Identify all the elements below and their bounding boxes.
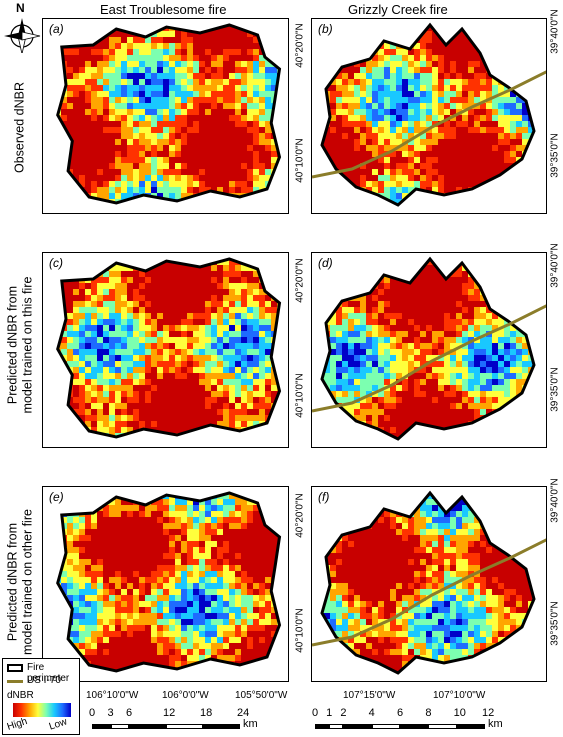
scale-unit-right: km [488,718,503,730]
lat-label: 40°20'0"N [294,258,306,303]
panel-label: (c) [49,256,63,270]
scale-segment [343,724,372,729]
map-panel-a: (a) [42,18,289,214]
left-column-title: East Troublesome fire [100,2,227,17]
north-label: N [16,1,25,15]
row-label-predicted-other: Predicted dNBR from model trained on oth… [6,495,36,670]
scale-bar-left: 0 3 6 12 18 24 [89,706,249,734]
panel-label: (e) [49,490,64,504]
panel-label: (a) [49,22,64,36]
lat-label: 39°35'0"N [549,133,561,178]
us-i70-highway [312,304,546,413]
row-label-line: model trained on other fire [20,509,35,655]
scale-segment [129,724,166,729]
scale-tick-label: 6 [126,707,133,719]
row-label-line: Observed dNBR [12,82,27,174]
map-panel-e: (e) [42,486,289,682]
scale-tick-label: 12 [163,707,176,719]
lon-label: 107°15'0"W [343,690,396,701]
scale-segment [203,724,240,729]
scale-tick-label: 6 [397,707,404,719]
row-label-line: Predicted dNBR from [5,522,20,642]
scale-segment [329,724,344,729]
lat-label: 39°40'0"N [549,243,561,288]
map-panel-d: (d) [311,252,547,448]
scale-tick-label: 3 [107,707,114,719]
scale-tick-label: 4 [368,707,375,719]
north-arrow-icon: N [3,1,41,55]
lat-label: 40°20'0"N [294,493,306,538]
scale-segment [371,724,400,729]
lat-label: 39°35'0"N [549,367,561,412]
row-label-observed: Observed dNBR [13,53,28,203]
legend-highway-label: US I-70 [27,675,61,686]
scale-segment [428,724,457,729]
map-panel-b: (b) [311,18,547,214]
us-i70-highway [312,70,546,179]
row-label-predicted-this: Predicted dNBR from model trained on thi… [6,258,36,433]
scale-segment [92,724,111,729]
panel-label: (f) [318,490,330,504]
lat-label: 39°40'0"N [549,478,561,523]
scale-tick-label: 0 [312,707,319,719]
fire-perimeter [320,22,536,207]
lat-label: 40°10'0"N [294,373,306,418]
scale-tick-label: 1 [326,707,333,719]
scale-segment [456,724,485,729]
legend-perimeter-label: Fire perimeter [27,662,70,684]
us-i70-highway [312,538,546,647]
row-label-line: model trained on this fire [20,276,35,414]
lat-label: 39°35'0"N [549,601,561,646]
lon-label: 106°10'0"W [86,690,139,701]
lat-label: 40°10'0"N [294,608,306,653]
scale-segment [166,724,203,729]
lon-label: 105°50'0"W [235,690,288,701]
fire-perimeter [56,491,282,673]
scale-tick-label: 10 [453,707,466,719]
panel-label: (b) [318,22,333,36]
map-panel-c: (c) [42,252,289,448]
scale-tick-label: 0 [89,707,96,719]
highway-swatch [7,680,23,683]
fire-perimeter [320,490,536,675]
perimeter-swatch [7,664,23,672]
fire-perimeter [320,256,536,441]
scale-bar-right: 0 1 2 4 6 8 10 12 [312,706,494,734]
row-label-line: Predicted dNBR from [5,285,20,405]
scale-segment [400,724,429,729]
scale-tick-label: 12 [482,707,495,719]
lon-label: 106°0'0"W [162,690,209,701]
map-legend: Fire perimeter US I-70 dNBR High Low [2,658,80,735]
fire-perimeter [56,23,282,205]
dnbr-color-ramp [13,703,71,717]
scale-tick-label: 2 [340,707,347,719]
scale-unit-left: km [243,718,258,730]
scale-tick-label: 24 [237,707,250,719]
map-panel-f: (f) [311,486,547,682]
right-column-title: Grizzly Creek fire [348,2,448,17]
scale-tick-label: 8 [425,707,432,719]
scale-segment [110,724,129,729]
lat-label: 40°10'0"N [294,138,306,183]
legend-high-label: High [5,716,29,733]
scale-tick-label: 18 [200,707,213,719]
scale-segment [315,724,330,729]
fire-perimeter [56,257,282,439]
legend-dnbr-title: dNBR [7,690,34,701]
lon-label: 107°10'0"W [433,690,486,701]
lat-label: 39°40'0"N [549,9,561,54]
lat-label: 40°20'0"N [294,23,306,68]
legend-low-label: Low [47,716,69,733]
panel-label: (d) [318,256,333,270]
